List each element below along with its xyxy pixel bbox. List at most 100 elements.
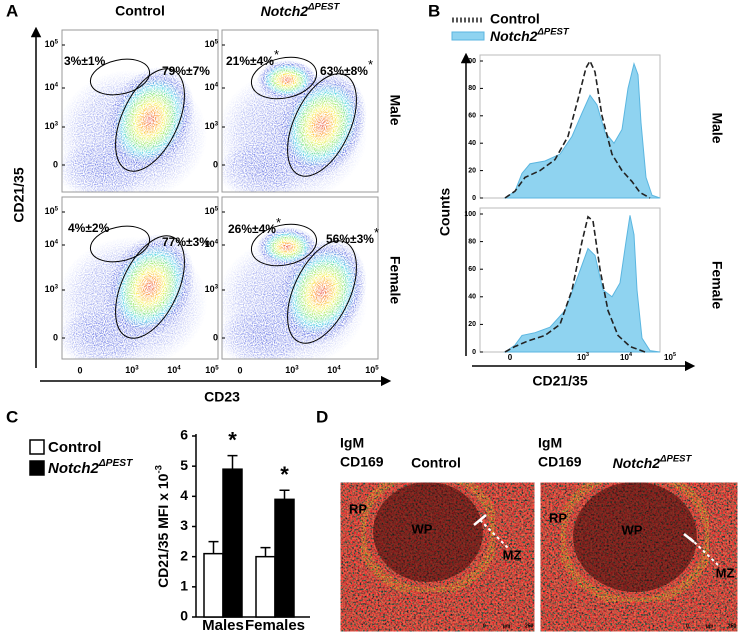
y-tick-label: 104	[45, 81, 59, 92]
y-tick-label: 103	[205, 120, 219, 131]
x-tick-label: 104	[327, 364, 341, 375]
error-bar	[279, 489, 290, 500]
x-tick-label: 105	[664, 352, 676, 362]
legend-label: Control	[490, 11, 540, 27]
histogram-control	[504, 59, 651, 199]
image-title-base: Notch2	[613, 455, 661, 471]
gate-percent: 79%±7%	[162, 64, 210, 78]
legend-swatch	[29, 460, 45, 476]
dot-plot: 3%±1% 79%±7%	[61, 29, 219, 193]
y-tick-label-sup: 5	[215, 205, 219, 212]
y-tick-label-base: 10	[45, 82, 55, 92]
white-pulp	[373, 482, 483, 582]
x-tick-label: 0	[77, 365, 82, 375]
gate	[89, 225, 151, 263]
histogram-control	[504, 215, 646, 353]
y-tick-label: 0	[180, 608, 188, 624]
histogram-fill	[503, 62, 661, 199]
x-tick-label-base: 10	[205, 365, 215, 375]
scale-label: 250	[728, 623, 737, 629]
scale-label: µm	[503, 623, 511, 629]
y-tick-label: 103	[45, 120, 59, 131]
y-tick-label: 20	[468, 321, 476, 328]
y-tick-label: 100	[464, 211, 476, 218]
gate-percent: 56%±3%*	[326, 225, 379, 246]
population	[105, 234, 195, 340]
x-axis-title: CD23	[204, 389, 240, 405]
y-tick-label: 105	[45, 38, 59, 49]
y-tick-label: 0	[472, 195, 476, 202]
y-axis-title: Counts	[437, 188, 453, 236]
stain-label: CD169	[538, 454, 582, 470]
legend-swatch	[451, 31, 485, 41]
row-title: Female	[709, 261, 725, 309]
population	[257, 227, 317, 267]
scale-label: 0	[483, 623, 486, 629]
column-title-base: Notch2	[261, 3, 309, 19]
y-tick-label: 80	[468, 85, 476, 92]
legend-label: Notch2ΔPEST	[48, 458, 133, 477]
frame	[221, 196, 379, 360]
gate-percent-value: 21%±4%	[226, 54, 274, 68]
marginal-sinus	[356, 482, 500, 597]
y-tick-label: 104	[205, 81, 219, 92]
significance: *	[374, 225, 379, 240]
y-axis-title-sup: -3	[153, 465, 164, 473]
column-title-sup: ΔPEST	[307, 1, 340, 12]
white-pulp	[573, 482, 697, 592]
x-tick-label: 104	[620, 352, 632, 362]
gate	[287, 240, 357, 344]
micrograph	[339, 481, 536, 632]
gate-percent-value: 63%±8%	[320, 64, 368, 78]
gate-percent-value: 3%±1%	[64, 54, 106, 68]
x-tick-label-sup: 4	[337, 364, 341, 371]
x-tick-label: Males	[202, 617, 244, 632]
y-tick-label: 103	[45, 283, 59, 294]
y-tick-label-base: 10	[45, 284, 55, 294]
x-tick-label-base: 10	[620, 353, 629, 362]
x-tick-label: 103	[285, 364, 299, 375]
legend-label-sup: ΔPEST	[536, 26, 569, 37]
y-tick-label: 0	[472, 349, 476, 356]
y-tick-label-sup: 3	[215, 120, 219, 127]
x-tick-label-base: 10	[125, 365, 135, 375]
y-tick-label: 104	[45, 238, 59, 249]
y-tick-label-base: 10	[45, 239, 55, 249]
x-tick-label-sup: 3	[586, 352, 589, 358]
gate	[250, 223, 318, 267]
y-tick-label: 104	[205, 238, 219, 249]
y-tick-label: 0	[53, 159, 58, 169]
y-tick-label-base: 10	[45, 206, 55, 216]
gate	[287, 73, 357, 177]
y-tick-label: 105	[205, 205, 219, 216]
row-title: Male	[709, 112, 725, 143]
significance: *	[274, 47, 279, 62]
x-tick-label-sup: 4	[177, 364, 181, 371]
error-bar	[227, 454, 238, 470]
gate	[89, 58, 151, 96]
image-title: Notch2ΔPEST	[613, 453, 693, 471]
error-bar	[208, 540, 219, 554]
micrograph	[539, 481, 738, 632]
significance: *	[368, 57, 373, 72]
y-tick-label: 0	[53, 332, 58, 342]
gate-percent-value: 79%±7%	[162, 64, 210, 78]
x-tick-label-base: 10	[167, 365, 177, 375]
gate-percent: 77%±3%	[162, 235, 210, 249]
significance: *	[228, 427, 237, 452]
y-tick-label-base: 10	[45, 39, 55, 49]
y-axis-title: CD21/35 MFI x 10-3	[153, 465, 171, 588]
significance: *	[276, 215, 281, 230]
y-tick-label-base: 10	[45, 121, 55, 131]
gate-percent-value: 77%±3%	[162, 235, 210, 249]
y-tick-label-sup: 4	[215, 81, 219, 88]
stain-label: IgM	[538, 435, 562, 451]
x-tick-label: 0	[237, 365, 242, 375]
legend-label-sup: ΔPEST	[98, 458, 133, 469]
speckle	[62, 67, 207, 192]
gate-percent: 26%±4%*	[228, 215, 281, 236]
y-tick-label: 40	[468, 140, 476, 147]
x-tick-label-sup: 3	[295, 364, 299, 371]
x-tick-label: 104	[167, 364, 181, 375]
